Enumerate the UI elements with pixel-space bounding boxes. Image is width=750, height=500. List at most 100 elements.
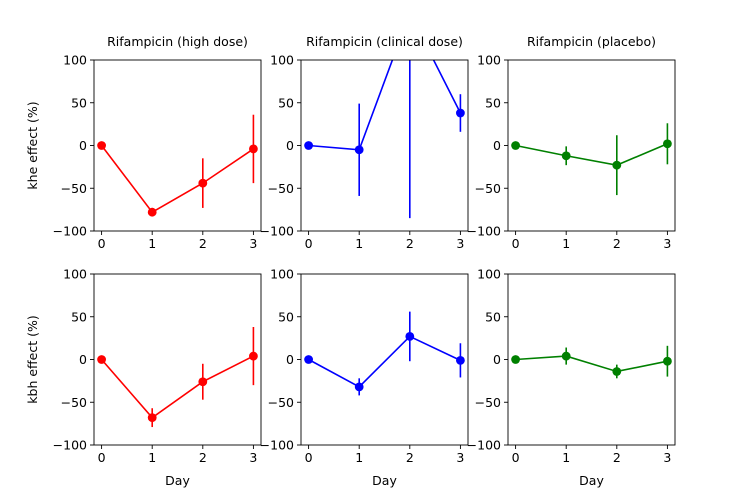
y-tick-label: −100	[260, 224, 294, 239]
series-line	[515, 355, 668, 373]
data-point	[561, 151, 571, 161]
y-tick-label: −100	[260, 438, 294, 453]
data-point	[249, 144, 258, 154]
y-tick-label: 0	[493, 138, 501, 153]
data-point	[511, 355, 520, 364]
y-tick-label: 50	[71, 309, 87, 324]
y-tick-label: −50	[475, 395, 501, 410]
y-tick-label: 0	[79, 138, 87, 153]
data-point	[612, 367, 622, 376]
plot-area	[511, 345, 672, 379]
x-axis-label: Day	[579, 473, 604, 488]
x-tick-label: 3	[456, 236, 464, 251]
x-tick-label: 2	[613, 450, 621, 465]
x-tick-label: 2	[406, 236, 414, 251]
data-point	[198, 377, 208, 387]
x-tick-label: 3	[249, 236, 257, 251]
x-tick-label: 1	[355, 450, 363, 465]
y-tick-label: −100	[467, 224, 501, 239]
y-tick-label: −50	[268, 181, 294, 196]
axes-frame	[93, 59, 262, 232]
data-point	[97, 355, 106, 364]
data-point	[405, 332, 415, 341]
y-tick-label: 0	[286, 352, 294, 367]
series-line	[100, 355, 254, 419]
x-tick-label: 2	[199, 236, 207, 251]
data-point	[612, 160, 622, 170]
chart-panel-1: 0 1 2 3 100 50 0 −50 −100 Rifampicin (high dose) k…	[25, 34, 262, 251]
data-point	[304, 355, 313, 364]
y-tick-label: 100	[63, 53, 87, 68]
series-line	[100, 145, 254, 214]
data-point	[198, 178, 208, 188]
y-tick-label: −50	[61, 181, 87, 196]
axes-frame	[300, 273, 469, 446]
data-point	[456, 355, 465, 365]
x-tick-label: 3	[663, 236, 671, 251]
y-tick-label: −50	[61, 395, 87, 410]
data-point	[354, 382, 364, 392]
data-point	[561, 351, 571, 361]
x-tick-label: 0	[98, 236, 106, 251]
x-tick-label: 0	[98, 450, 106, 465]
x-tick-label: 0	[305, 236, 313, 251]
y-tick-label: 0	[493, 352, 501, 367]
data-point	[354, 145, 364, 155]
x-tick-label: 2	[406, 450, 414, 465]
plot-area	[511, 123, 672, 196]
data-point	[147, 207, 157, 217]
y-tick-label: −100	[53, 438, 87, 453]
x-tick-label: 3	[249, 450, 257, 465]
y-axis-label: khe effect (%)	[25, 101, 40, 189]
chart-panel-6: 0 1 2 3 100 50 0 −50 −100 Day	[467, 267, 676, 488]
axes-frame	[93, 273, 262, 446]
y-tick-label: −100	[53, 224, 87, 239]
series-line	[515, 143, 668, 166]
panel-title: Rifampicin (clinical dose)	[306, 34, 463, 49]
data-point	[304, 141, 313, 150]
x-tick-label: 1	[148, 450, 156, 465]
plot-area	[97, 114, 258, 217]
y-tick-label: 50	[71, 95, 87, 110]
plot-area	[304, 311, 465, 396]
x-tick-label: 1	[355, 236, 363, 251]
series-line	[308, 335, 461, 388]
panel-title: Rifampicin (placebo)	[527, 34, 656, 49]
data-point	[249, 351, 258, 361]
data-point	[663, 139, 672, 149]
y-tick-label: −50	[268, 395, 294, 410]
y-tick-label: 50	[485, 309, 501, 324]
y-tick-label: 100	[477, 267, 501, 282]
x-tick-label: 0	[512, 236, 520, 251]
y-tick-label: 100	[63, 267, 87, 282]
data-point	[97, 141, 106, 150]
x-tick-label: 1	[562, 236, 570, 251]
data-point	[456, 108, 465, 118]
axes-frame	[507, 273, 676, 446]
chart-panel-2: 0 1 2 3 100 50 0 −50 −100 Rifampicin (clinical do…	[260, 9, 469, 251]
y-tick-label: 100	[477, 53, 501, 68]
y-tick-label: 100	[270, 267, 294, 282]
x-tick-label: 0	[305, 450, 313, 465]
y-tick-label: 0	[79, 352, 87, 367]
series-line	[308, 60, 462, 151]
panel-title: Rifampicin (high dose)	[107, 34, 248, 49]
x-axis-label: Day	[165, 473, 190, 488]
x-tick-label: 1	[562, 450, 570, 465]
x-tick-label: 2	[613, 236, 621, 251]
y-tick-label: 50	[278, 309, 294, 324]
data-point	[147, 413, 157, 423]
plot-area	[304, 9, 465, 219]
x-tick-label: 3	[663, 450, 671, 465]
data-point	[405, 9, 414, 18]
plot-area	[97, 327, 258, 428]
axes-frame	[300, 59, 469, 232]
x-tick-label: 3	[456, 450, 464, 465]
data-point	[511, 141, 520, 150]
y-tick-label: 0	[286, 138, 294, 153]
chart-panel-3: 0 1 2 3 100 50 0 −50 −100 Rifampicin (placebo)	[467, 34, 676, 251]
x-tick-label: 0	[512, 450, 520, 465]
y-tick-label: −100	[467, 438, 501, 453]
chart-panel-5: 0 1 2 3 100 50 0 −50 −100 Day	[260, 267, 469, 488]
